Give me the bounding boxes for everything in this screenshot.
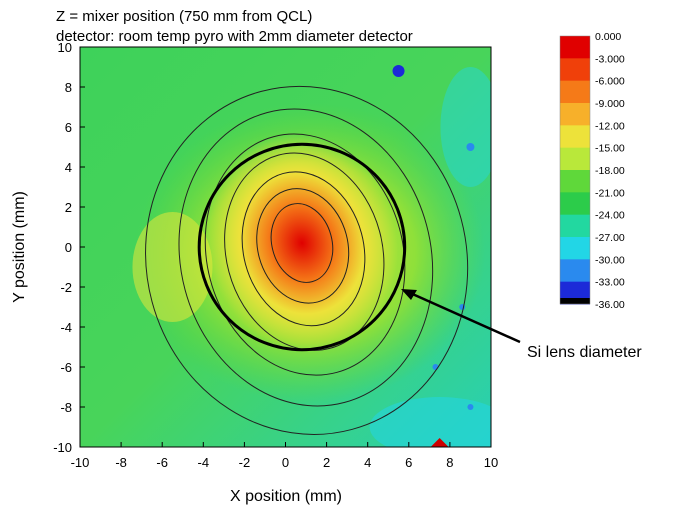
x-tick-label: 10 <box>484 455 498 470</box>
x-tick-label: 8 <box>446 455 453 470</box>
x-tick-label: 2 <box>323 455 330 470</box>
colorbar-label: -9.000 <box>595 98 625 110</box>
colorbar-label: -18.00 <box>595 165 625 177</box>
x-tick-label: -4 <box>198 455 210 470</box>
heat-cold-speck <box>392 65 405 77</box>
y-tick-label: 2 <box>65 200 72 215</box>
y-axis: 10 8 6 4 2 0 -2 -4 -6 -8 -10 <box>53 40 85 455</box>
y-tick-label: -10 <box>53 440 72 455</box>
colorbar-segment <box>560 58 590 82</box>
contour-line <box>256 188 350 304</box>
colorbar-segment <box>560 36 590 59</box>
x-tick-label: -6 <box>156 455 168 470</box>
chart-title-line-2: detector: room temp pyro with 2mm diamet… <box>56 28 413 45</box>
y-axis-title: Y position (mm) <box>11 191 28 303</box>
x-tick-label: -8 <box>115 455 127 470</box>
heatmap-field <box>80 47 491 447</box>
contour-line <box>241 171 366 327</box>
colorbar-label: -21.00 <box>595 187 625 199</box>
colorbar-segment <box>560 237 590 260</box>
colorbar-frame <box>559 35 591 305</box>
y-tick-label: -6 <box>60 360 72 375</box>
x-tick-label: 0 <box>282 455 289 470</box>
y-tick-label: -4 <box>60 320 72 335</box>
colorbar-segment <box>560 214 590 238</box>
colorbar-label: -27.00 <box>595 232 625 244</box>
contour-line <box>224 152 385 351</box>
si-lens-circle <box>197 142 407 352</box>
heat-edge-spot <box>430 438 449 447</box>
colorbar-label: -33.00 <box>595 277 625 289</box>
colorbar-label: -12.00 <box>595 120 625 132</box>
annotation-arrow-line <box>407 290 521 344</box>
y-tick-label: 6 <box>65 120 72 135</box>
heat-cool-edge <box>440 67 491 187</box>
y-tick-label: 10 <box>58 40 72 55</box>
colorbar-segment <box>560 170 590 193</box>
contour-line <box>145 85 469 435</box>
colorbar-segment <box>560 192 590 216</box>
x-tick-label: -10 <box>71 455 90 470</box>
colorbar-segment <box>560 125 590 149</box>
heat-side-lobe <box>132 212 213 322</box>
colorbar-label: 0.000 <box>595 31 621 43</box>
contour-line <box>204 133 406 376</box>
colorbar-label: -3.000 <box>595 53 625 65</box>
colorbar-segment <box>560 259 590 283</box>
colorbar-segment <box>560 103 590 126</box>
colorbar-label: -24.00 <box>595 210 625 222</box>
colorbar-label: -30.00 <box>595 254 625 266</box>
y-tick-label: -8 <box>60 400 72 415</box>
x-tick-label: 4 <box>364 455 371 470</box>
chart-title-line-1: Z = mixer position (750 mm from QCL) <box>56 8 313 25</box>
annotation-si-lens: Si lens diameter <box>527 344 642 361</box>
heat-hot-spot <box>205 133 399 353</box>
contour-line <box>178 108 434 407</box>
colorbar-label: -36.00 <box>595 299 625 311</box>
heat-cool-corner <box>369 397 491 447</box>
colorbar-segment <box>560 147 590 171</box>
heat-cold-speck <box>467 404 474 410</box>
y-tick-label: 8 <box>65 80 72 95</box>
contour-line <box>270 203 334 283</box>
colorbar-bottom-swatch <box>560 298 590 304</box>
annotation-arrowhead <box>401 289 417 300</box>
colorbar-label: -15.00 <box>595 143 625 155</box>
heat-cold-speck <box>466 143 475 151</box>
x-axis-title: X position (mm) <box>230 488 342 505</box>
contour-lines <box>145 85 469 435</box>
y-tick-label: 0 <box>65 240 72 255</box>
y-tick-label: 4 <box>65 160 72 175</box>
x-axis: -10 -8 -6 -4 -2 0 2 4 6 8 10 <box>71 442 498 470</box>
colorbar-label: -6.000 <box>595 76 625 88</box>
x-tick-label: -2 <box>239 455 251 470</box>
colorbar-segment <box>560 80 590 104</box>
colorbar: 0.000 -3.000 -6.000 -9.000 -12.00 -15.00 -18.0… <box>559 31 625 311</box>
y-tick-label: -2 <box>60 280 72 295</box>
x-tick-label: 6 <box>405 455 412 470</box>
